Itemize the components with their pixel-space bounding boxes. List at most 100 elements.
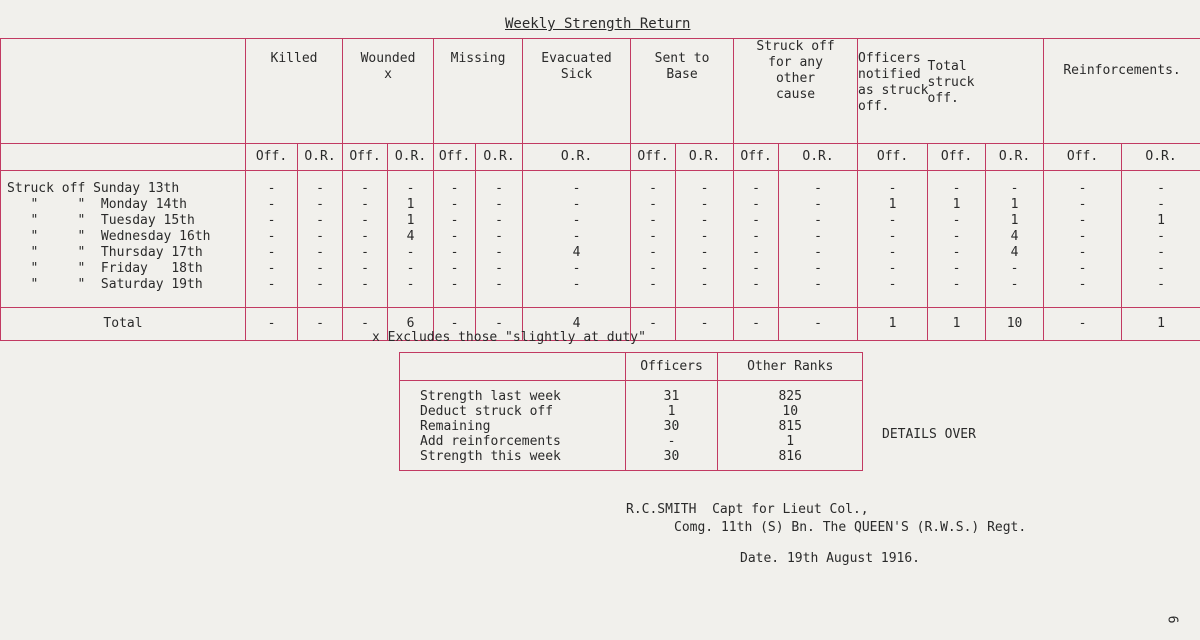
subheader: O.R. [475,143,524,171]
table-cell: - [814,261,822,276]
table-cell: - [495,245,503,260]
subheader: Off. [630,143,677,171]
table-cell: - [1157,229,1165,244]
strength-table: Killed Wounded x Missing Evacuated Sick … [0,38,1200,341]
summary-officers-value: - [667,434,676,449]
subheader: Off. [733,143,780,171]
table-cell: - [495,181,503,196]
table-cell: - [450,181,459,196]
table-cell: - [1010,277,1019,292]
table-cell: - [814,213,822,228]
row-label: " " Friday 18th [7,261,203,276]
table-cell: 1 [406,213,415,228]
table-cell: - [267,181,276,196]
subheader: Off. [342,143,388,171]
table-cell: - [572,261,581,276]
table-cell: - [700,277,709,292]
table-cell: - [406,181,415,196]
table-cell: - [649,245,657,260]
day-labels: Struck off Sunday 13th " " Monday 14th "… [0,170,246,308]
table-cell: - [267,245,276,260]
page-mark: 6 [1164,615,1180,624]
table-cell: - [649,277,657,292]
table-cell: - [888,229,897,244]
table-cell: - [952,181,961,196]
column-values: --1---- [1121,170,1200,308]
row-label: " " Monday 14th [7,197,188,212]
table-cell: - [752,197,760,212]
table-cell: 1 [952,197,961,212]
subheader: Off. [857,143,929,171]
row-label: " " Wednesday 16th [7,229,211,244]
row-label: " " Thursday 17th [7,245,203,260]
table-cell: - [572,197,581,212]
table-cell: - [752,245,760,260]
table-cell: - [1010,261,1019,276]
total-cell: - [675,307,735,341]
subheader: O.R. [386,143,435,171]
total-cell: 4 [522,307,632,341]
table-cell: - [700,213,709,228]
total-cell: - [630,307,677,341]
table-cell: 4 [572,245,581,260]
total-cell: - [245,307,298,341]
table-cell: - [406,261,415,276]
table-cell: - [572,213,581,228]
table-cell: - [649,229,657,244]
summary-other-value: 10 [782,404,799,419]
table-cell: - [952,261,961,276]
total-label: Total [0,307,246,341]
table-cell: 1 [1010,213,1019,228]
table-cell: - [814,181,822,196]
subheader: Off. [433,143,477,171]
table-cell: - [267,197,276,212]
table-cell: - [361,245,369,260]
subheader: O.R. [297,143,343,171]
table-cell: - [649,197,657,212]
total-cell: - [433,307,477,341]
table-cell: - [888,277,897,292]
table-cell: - [888,213,897,228]
column-values: -1----- [857,170,929,308]
table-cell: - [700,245,709,260]
summary-row-label: Add reinforcements [420,434,561,449]
header-sent-to-base: Sent to Base [630,38,735,144]
header-missing: Missing [433,38,524,144]
document-title: Weekly Strength Return [505,16,691,32]
header-officers-notified: Officers notified as struck off. [857,38,929,144]
table-cell: - [814,277,822,292]
table-cell: - [316,245,324,260]
table-cell: - [495,229,503,244]
table-cell: - [316,261,324,276]
header-total-struck: Total struck off. [927,38,1045,144]
summary-other-value: 816 [778,449,802,464]
table-cell: - [888,261,897,276]
table-cell: - [1078,197,1087,212]
subheader: Off. [1043,143,1123,171]
table-cell: - [450,197,459,212]
table-cell: - [361,181,369,196]
header-killed: Killed [245,38,343,144]
summary-labels: Strength last week Deduct struck off Remai… [399,380,626,471]
header-wounded: Wounded x [341,38,435,144]
column-values: ------- [297,170,343,308]
table-cell: - [267,213,276,228]
table-cell: - [495,197,503,212]
total-cell: - [475,307,524,341]
total-cell: - [1043,307,1123,341]
total-cell: 1 [927,307,987,341]
summary-other-value: 815 [778,419,802,434]
column-values: ------- [433,170,477,308]
summary-row-label: Deduct struck off [420,404,554,419]
table-cell: - [1078,245,1087,260]
total-cell: - [778,307,859,341]
table-cell: - [814,197,822,212]
table-cell: - [952,245,961,260]
table-cell: - [361,197,369,212]
subheader: Off. [245,143,298,171]
table-cell: - [888,245,897,260]
table-cell: - [649,261,657,276]
table-cell: - [952,229,961,244]
table-cell: - [952,213,961,228]
